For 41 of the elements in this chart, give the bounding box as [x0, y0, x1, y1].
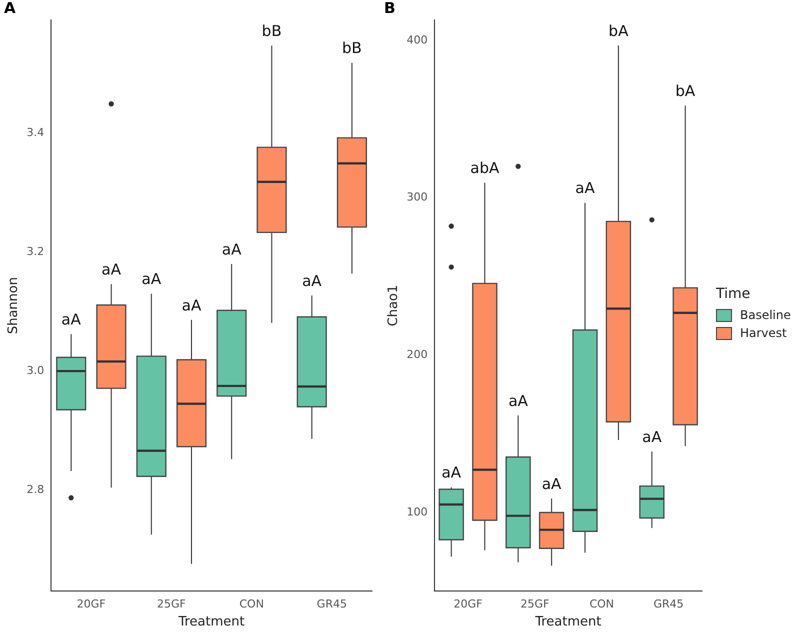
y-tick-label: 200: [406, 348, 428, 362]
x-tick-label: CON: [239, 598, 264, 611]
x-tick-label: GR45: [316, 598, 347, 611]
legend-label: Baseline: [740, 308, 791, 322]
y-tick-label: 3.0: [26, 364, 44, 377]
chart-title: B: [384, 0, 396, 17]
annotation: aA: [222, 240, 242, 258]
y-axis-title: Chao1: [386, 284, 402, 326]
annotation: aA: [575, 179, 596, 198]
y-tick-label: 3.2: [26, 244, 44, 258]
x-axis-title: Treatment: [534, 614, 602, 630]
annotation: bA: [675, 82, 696, 100]
x-tick-label: GR45: [653, 598, 684, 611]
x-tick-label: 20GF: [454, 598, 482, 611]
annotation: abA: [470, 159, 500, 178]
annotation: aA: [102, 260, 122, 279]
legend-label: Harvest: [740, 326, 787, 340]
annotation: bA: [608, 22, 630, 40]
y-axis-title: Shannon: [6, 277, 22, 334]
annotation: bB: [262, 22, 282, 40]
y-tick-label: 3.4: [26, 126, 44, 139]
y-tick-label: 400: [406, 33, 428, 46]
x-tick-label: 25GF: [520, 598, 550, 611]
y-tick-label: 100: [406, 505, 428, 518]
annotation: aA: [542, 474, 562, 493]
y-tick-label: 2.8: [26, 482, 44, 496]
annotation: aA: [642, 428, 662, 446]
chart-title: A: [4, 0, 16, 17]
annotation: bB: [342, 39, 362, 58]
annotation: aA: [508, 392, 529, 410]
x-tick-label: 25GF: [157, 598, 186, 611]
legend-title: Time: [716, 286, 752, 302]
x-tick-label: CON: [589, 598, 614, 611]
x-axis-title: Treatment: [177, 614, 245, 630]
annotation: aA: [182, 296, 202, 314]
y-tick-label: 300: [406, 190, 428, 204]
x-tick-label: 20GF: [76, 598, 106, 611]
annotation: aA: [142, 270, 162, 288]
annotation: aA: [302, 272, 322, 290]
annotation: aA: [61, 310, 82, 329]
annotation: aA: [442, 464, 462, 482]
